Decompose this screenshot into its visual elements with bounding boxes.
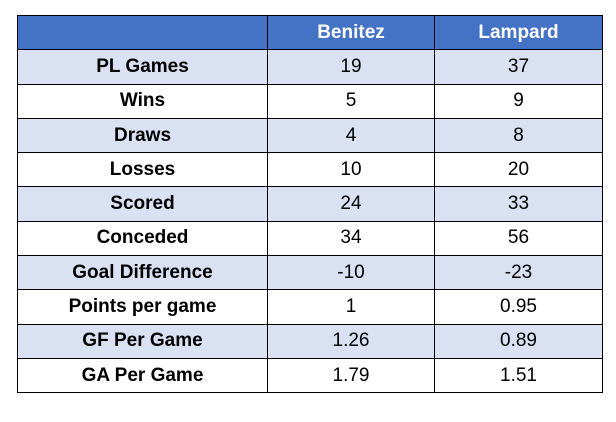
table-row: Goal Difference -10 -23 <box>17 255 603 291</box>
lampard-value-cell: 0.95 <box>434 289 603 325</box>
table-row: Points per game 1 0.95 <box>17 289 603 325</box>
benitez-value-cell: 1.79 <box>267 357 435 394</box>
comparison-table: Benitez Lampard PL Games 19 37 Wins 5 9 … <box>17 14 603 394</box>
table-row: Conceded 34 56 <box>17 220 603 257</box>
table-row: PL Games 19 37 <box>17 49 603 85</box>
benitez-value-cell: 4 <box>267 117 435 154</box>
table-row: Losses 10 20 <box>17 152 603 188</box>
lampard-value-cell: 9 <box>434 83 603 119</box>
row-label-cell: Scored <box>17 186 268 222</box>
row-label-cell: Goal Difference <box>17 255 268 291</box>
benitez-value-cell: 19 <box>267 49 435 85</box>
header-lampard: Lampard <box>434 14 603 51</box>
row-label-cell: Wins <box>17 83 268 119</box>
table-row: Wins 5 9 <box>17 83 603 119</box>
table-row: GA Per Game 1.79 1.51 <box>17 357 603 394</box>
table-row: GF Per Game 1.26 0.89 <box>17 323 603 359</box>
lampard-value-cell: 0.89 <box>434 323 603 359</box>
table-row: Scored 24 33 <box>17 186 603 222</box>
lampard-value-cell: 56 <box>434 220 603 257</box>
row-label-cell: Conceded <box>17 220 268 257</box>
lampard-value-cell: 20 <box>434 152 603 188</box>
table-row: Draws 4 8 <box>17 117 603 154</box>
benitez-value-cell: -10 <box>267 255 435 291</box>
benitez-value-cell: 24 <box>267 186 435 222</box>
row-label-cell: GF Per Game <box>17 323 268 359</box>
lampard-value-cell: 1.51 <box>434 357 603 394</box>
row-label-cell: PL Games <box>17 49 268 85</box>
benitez-value-cell: 1.26 <box>267 323 435 359</box>
lampard-value-cell: 33 <box>434 186 603 222</box>
table-header-row: Benitez Lampard <box>17 14 603 51</box>
lampard-value-cell: 37 <box>434 49 603 85</box>
lampard-value-cell: -23 <box>434 255 603 291</box>
row-label-cell: GA Per Game <box>17 357 268 394</box>
header-corner-cell <box>17 14 268 51</box>
lampard-value-cell: 8 <box>434 117 603 154</box>
benitez-value-cell: 34 <box>267 220 435 257</box>
row-label-cell: Losses <box>17 152 268 188</box>
row-label-cell: Draws <box>17 117 268 154</box>
benitez-value-cell: 5 <box>267 83 435 119</box>
benitez-value-cell: 10 <box>267 152 435 188</box>
benitez-value-cell: 1 <box>267 289 435 325</box>
table-body: PL Games 19 37 Wins 5 9 Draws 4 8 Losses… <box>17 49 603 394</box>
row-label-cell: Points per game <box>17 289 268 325</box>
header-benitez: Benitez <box>267 14 435 51</box>
